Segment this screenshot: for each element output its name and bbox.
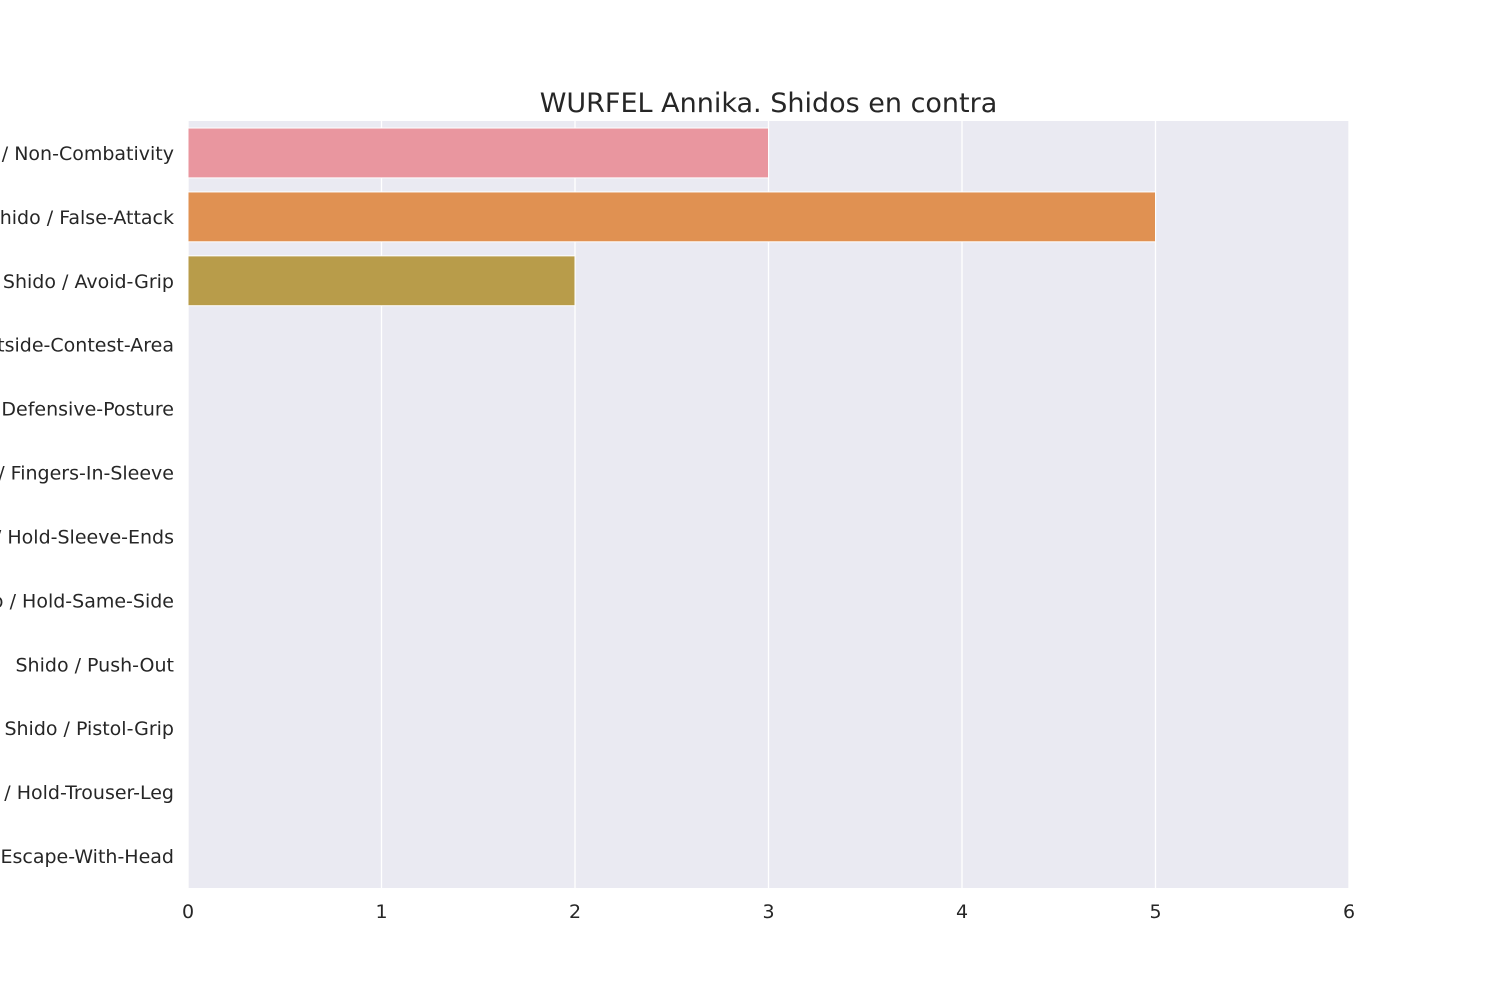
bar [187, 127, 769, 179]
x-tick-label: 3 [762, 901, 774, 923]
y-axis-categories: Shido / Non-Combativity Shido / False-Att… [0, 143, 174, 868]
grid-lines [187, 121, 1350, 888]
x-tick-label: 4 [956, 901, 968, 923]
bar [187, 255, 576, 307]
category-label: Shido / Pistol-Grip [4, 718, 174, 740]
x-tick-label: 0 [182, 901, 194, 923]
category-label: Shido / Non-Combativity [0, 143, 174, 165]
category-label: Shido / Avoid-Grip [3, 271, 174, 293]
x-tick-label: 6 [1343, 901, 1355, 923]
category-label: Shido / Outside-Contest-Area [0, 335, 174, 357]
x-tick-label: 5 [1149, 901, 1161, 923]
category-label: Shido / Escape-With-Head [0, 846, 174, 868]
x-tick-label: 2 [569, 901, 581, 923]
category-label: Shido / Fingers-In-Sleeve [0, 463, 174, 485]
category-label: Shido / Hold-Sleeve-Ends [0, 526, 174, 548]
chart-title: WURFEL Annika. Shidos en contra [540, 88, 998, 119]
x-tick-label: 1 [375, 901, 387, 923]
category-label: Shido / Defensive-Posture [0, 399, 174, 421]
bar [187, 191, 1156, 243]
category-label: Shido / False-Attack [0, 207, 174, 229]
category-label: Shido / Hold-Trouser-Leg [0, 782, 174, 804]
x-axis-ticks: 0 1 2 3 4 5 6 [182, 901, 1355, 923]
category-label: Shido / Push-Out [16, 654, 175, 676]
category-label: Shido / Hold-Same-Side [0, 590, 174, 612]
bars [187, 127, 1156, 307]
